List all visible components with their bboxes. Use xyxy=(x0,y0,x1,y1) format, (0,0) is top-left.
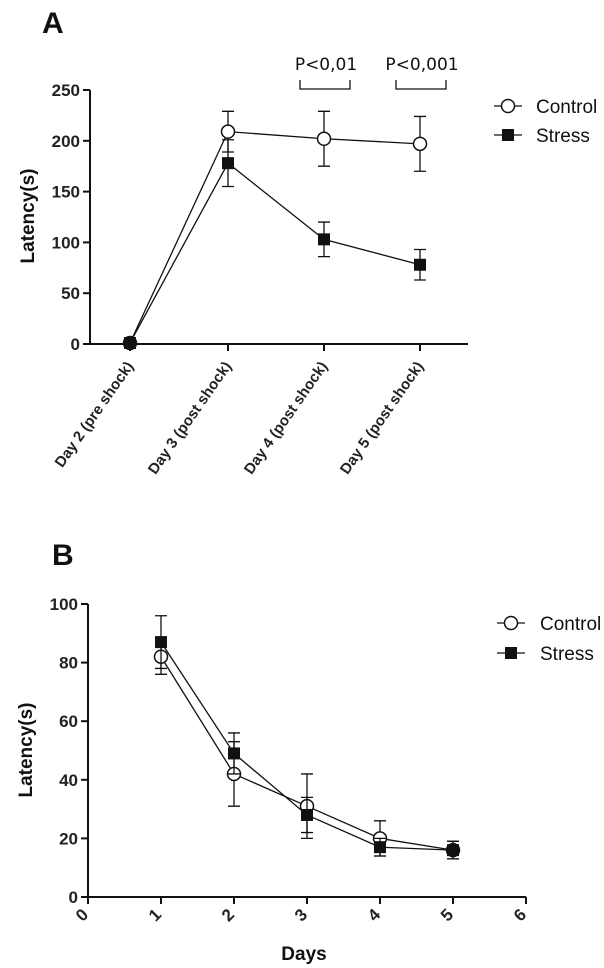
panel-letter-b: B xyxy=(52,539,74,572)
panel-a-legend-marker xyxy=(502,129,514,141)
panel-b-x-tick-label: 2 xyxy=(218,905,238,925)
panel-b-x-tick-label: 6 xyxy=(510,905,530,925)
panel-a-control-point xyxy=(412,136,428,152)
panel-a-x-tick-label: Day 5 (post shock) xyxy=(337,359,427,478)
panel-a-legend-marker xyxy=(500,98,516,114)
panel-b-y-tick-label: 40 xyxy=(59,771,78,790)
panel-b-x-tick-label: 5 xyxy=(437,905,457,925)
panel-b-y-tick-label: 0 xyxy=(69,888,78,907)
panel-a-series-stress xyxy=(124,139,426,349)
panel-a-significance-label: P<0,01 xyxy=(295,55,357,75)
chart-panel-b: B Latency(s) Days 0 20 40 60 80 100 0 1 2 3 4 5 6 Con… xyxy=(16,539,601,965)
panel-b-legend-marker xyxy=(505,647,517,659)
panel-a-stress-point xyxy=(222,157,234,170)
panel-b-y-tick-label: 100 xyxy=(50,595,78,614)
panel-b-legend-label: Control xyxy=(540,614,601,635)
panel-b-legend: Control Stress xyxy=(497,614,601,665)
panel-b-y-tick-label: 20 xyxy=(59,829,78,848)
panel-b-axes xyxy=(87,604,526,898)
panel-b-x-tick-label: 1 xyxy=(145,905,165,925)
panel-b-stress-point xyxy=(155,636,167,649)
panel-b-legend-marker xyxy=(503,615,519,631)
panel-b-stress-point xyxy=(447,844,459,857)
panel-a-x-tick-label: Day 2 (pre shock) xyxy=(52,359,138,471)
panel-a-stress-point xyxy=(414,258,426,271)
panel-b-series-stress xyxy=(155,615,459,860)
panel-b-y-axis-label: Latency(s) xyxy=(16,702,37,797)
panel-a-stress-point xyxy=(124,336,136,349)
panel-a-control-line xyxy=(129,130,421,344)
panel-a-significance-label: P<0,001 xyxy=(385,55,458,75)
panel-a-stress-point xyxy=(318,233,330,246)
panel-a-y-tick-label: 250 xyxy=(52,81,80,100)
panel-b-y-tick-label: 60 xyxy=(59,712,78,731)
panel-b-stress-point xyxy=(301,808,313,821)
panel-a-control-point xyxy=(220,124,236,139)
panel-b-stress-point xyxy=(374,841,386,854)
panel-b-x-tick-label: 3 xyxy=(291,905,311,925)
panel-b-x-tick-label: 0 xyxy=(72,905,92,925)
panel-a-y-tick-label: 0 xyxy=(71,335,80,354)
panel-b-y-tick-label: 80 xyxy=(59,654,78,673)
panel-b-x-tick-label: 4 xyxy=(364,905,385,926)
panel-a-y-axis-label: Latency(s) xyxy=(18,168,39,263)
panel-b-x-axis-label: Days xyxy=(281,944,326,965)
panel-a-y-tick-label: 200 xyxy=(52,132,80,151)
panel-a-x-tick-label: Day 3 (post shock) xyxy=(145,359,235,478)
panel-a-legend-label: Control xyxy=(536,97,597,118)
panel-a-y-tick-label: 150 xyxy=(52,183,80,202)
panel-a-legend-label: Stress xyxy=(536,126,590,147)
panel-a-significance-bracket xyxy=(299,80,351,90)
panel-a-series-control xyxy=(122,110,428,351)
panel-a-y-tick-label: 50 xyxy=(61,284,80,303)
panel-letter-a: A xyxy=(42,7,64,40)
chart-panel-a: A Latency(s) 0 50 100 150 200 250 Day 2 (pre s… xyxy=(18,7,597,478)
panel-b-stress-point xyxy=(228,747,240,760)
panel-b-legend-label: Stress xyxy=(540,644,594,665)
panel-a-control-point xyxy=(316,131,332,147)
panel-a-legend: Control Stress xyxy=(494,97,597,147)
panel-a-x-tick-label: Day 4 (post shock) xyxy=(241,359,331,478)
panel-a-stress-line xyxy=(129,162,421,344)
panel-a-y-tick-label: 100 xyxy=(52,233,80,252)
panel-a-significance-bracket xyxy=(395,80,447,90)
